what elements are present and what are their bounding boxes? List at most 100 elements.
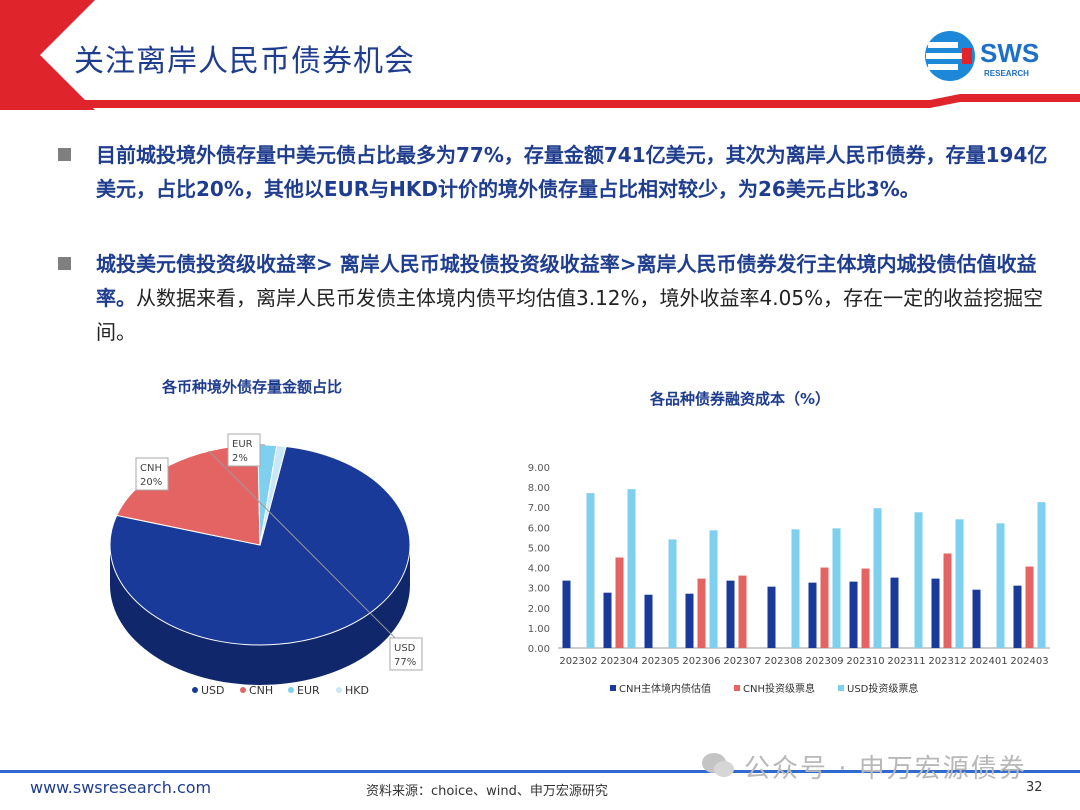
x-tick-label: 202312	[928, 656, 966, 667]
legend-label: HKD	[345, 684, 369, 697]
bar-chart-title: 各品种债券融资成本（%）	[650, 390, 831, 408]
pie-label-value: 77%	[394, 657, 416, 668]
y-tick-label: 6.00	[528, 523, 550, 534]
pie-label-name: EUR	[232, 439, 253, 450]
x-tick-label: 202307	[723, 656, 761, 667]
pie-label-box	[389, 637, 423, 671]
legend-marker	[192, 687, 198, 693]
x-tick-label: 202306	[682, 656, 720, 667]
bar-2-202311	[914, 512, 923, 648]
footer-divider	[0, 770, 1080, 773]
pie-label-box	[227, 433, 261, 467]
bar-0-202308	[767, 586, 776, 648]
y-tick-label: 9.00	[528, 463, 550, 474]
bar-0-202401	[972, 589, 981, 648]
bar-1-202309	[820, 567, 829, 648]
x-tick-label: 202308	[764, 656, 802, 667]
x-tick-label: 202403	[1010, 656, 1048, 667]
pie-label-box	[135, 457, 169, 491]
y-tick-label: 1.00	[528, 624, 550, 635]
bar-1-202304	[615, 557, 624, 648]
bar-1-202312	[943, 553, 952, 648]
bullet-2-bold: 城投美元债投资级收益率> 离岸人民币城投债投资级收益率>离岸人民币债券发行主体境…	[96, 252, 1037, 310]
y-tick-label: 4.00	[528, 564, 550, 575]
bar-2-202305	[668, 539, 677, 648]
pie-slice-hkd	[259, 445, 287, 546]
y-tick-label: 5.00	[528, 543, 550, 554]
pie-label-value: 20%	[140, 477, 162, 488]
bar-0-202309	[808, 582, 817, 648]
y-tick-label: 2.00	[528, 604, 550, 615]
pie-label-value: 2%	[232, 453, 248, 464]
y-tick-label: 7.00	[528, 503, 550, 514]
y-tick-label: 0.00	[528, 644, 550, 655]
bar-2-202309	[832, 528, 841, 648]
legend-label: CNH	[249, 684, 273, 697]
legend-marker	[610, 685, 616, 691]
y-tick-label: 8.00	[528, 483, 550, 494]
pie-chart: USD 77% CNH 20% EUR 2% USD CNH EUR HKD	[109, 433, 423, 697]
x-tick-label: 202311	[887, 656, 925, 667]
bullet-2-normal: 从数据来看，离岸人民币发债主体境内债平均估值3.12%，境外收益率4.05%，存…	[96, 286, 1044, 344]
legend-marker	[240, 687, 246, 693]
sws-logo: SWS RESEARCH	[925, 31, 1039, 81]
bar-2-202401	[996, 523, 1005, 648]
legend-label: USD	[201, 684, 225, 697]
footer-source: 资料来源：choice、wind、申万宏源研究	[366, 784, 608, 799]
pie-label-name: USD	[394, 643, 416, 654]
x-tick-label: 202309	[805, 656, 843, 667]
legend-marker	[838, 685, 844, 691]
footer-url: www.swsresearch.com	[30, 778, 212, 797]
pie-side-usd	[110, 545, 410, 685]
bar-2-202306	[709, 530, 718, 648]
bullet-1-bold: 目前城投境外债存量中美元债占比最多为77%，存量金额741亿美元，其次为离岸人民…	[96, 143, 1048, 201]
bar-0-202304	[603, 592, 612, 648]
legend-marker	[734, 685, 740, 691]
bullet-marker	[58, 257, 71, 270]
bar-2-202310	[873, 508, 882, 648]
bullet-paragraph-2: 城投美元债投资级收益率> 离岸人民币城投债投资级收益率>离岸人民币债券发行主体境…	[96, 247, 1061, 349]
logo-text: SWS	[980, 38, 1039, 68]
bar-2-202403	[1037, 502, 1046, 648]
bar-2-202302	[586, 493, 595, 648]
legend-label: USD投资级票息	[847, 682, 918, 695]
bar-0-202312	[931, 578, 940, 648]
y-tick-label: 3.00	[528, 584, 550, 595]
bar-1-202403	[1025, 566, 1034, 648]
sws-logo-icon	[925, 31, 975, 81]
bar-2-202312	[955, 519, 964, 648]
legend-label: CNH主体境内债估值	[619, 682, 711, 695]
logo-subtext: RESEARCH	[984, 69, 1029, 78]
pie-leader-line	[208, 450, 406, 649]
bar-1-202307	[738, 575, 747, 648]
bar-0-202307	[726, 580, 735, 648]
bar-1-202310	[861, 568, 870, 648]
bar-2-202308	[791, 529, 800, 648]
bar-0-202306	[685, 593, 694, 648]
pie-label-name: CNH	[140, 463, 162, 474]
bar-chart: 0.00 1.00 2.00 3.00 4.00 5.00 6.00 7.00 8.00 9.00…	[528, 463, 1050, 695]
bullet-marker	[58, 148, 71, 161]
page-title: 关注离岸人民币债券机会	[74, 44, 415, 79]
bar-0-202403	[1013, 585, 1022, 648]
wechat-icon	[702, 753, 734, 777]
legend-label: EUR	[297, 684, 320, 697]
pie-slice-usd	[109, 445, 411, 646]
pie-chart-title: 各币种境外债存量金额占比	[162, 378, 343, 396]
x-tick-label: 202401	[969, 656, 1007, 667]
legend-label: CNH投资级票息	[743, 682, 815, 695]
page-number: 32	[1026, 780, 1043, 795]
bar-0-202311	[890, 577, 899, 648]
x-tick-label: 202302	[559, 656, 597, 667]
header-banner	[0, 0, 1080, 110]
bar-0-202302	[562, 580, 571, 648]
x-tick-label: 202310	[846, 656, 884, 667]
bar-2-202304	[627, 489, 636, 648]
bar-0-202310	[849, 581, 858, 648]
bar-0-202305	[644, 594, 653, 648]
bullet-paragraph-1: 目前城投境外债存量中美元债占比最多为77%，存量金额741亿美元，其次为离岸人民…	[96, 138, 1061, 206]
watermark-text: 公众号 · 申万宏源债券	[744, 754, 1027, 784]
x-tick-label: 202304	[600, 656, 638, 667]
x-tick-label: 202305	[641, 656, 679, 667]
legend-marker	[336, 687, 342, 693]
